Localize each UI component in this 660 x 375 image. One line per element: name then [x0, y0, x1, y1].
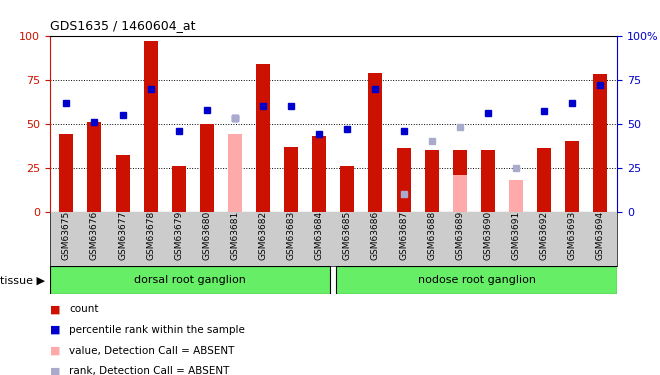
- Bar: [565, 141, 579, 212]
- Bar: [341, 166, 354, 212]
- Bar: [537, 148, 551, 212]
- Text: ■: ■: [50, 346, 60, 355]
- Text: ■: ■: [50, 366, 60, 375]
- Text: value, Detection Call = ABSENT: value, Detection Call = ABSENT: [69, 346, 235, 355]
- Bar: [87, 122, 102, 212]
- Text: dorsal root ganglion: dorsal root ganglion: [134, 275, 246, 285]
- Bar: [144, 41, 158, 212]
- Bar: [284, 147, 298, 212]
- Bar: [424, 150, 439, 212]
- Text: count: count: [69, 304, 99, 314]
- Text: ■: ■: [50, 304, 60, 314]
- Bar: [593, 74, 607, 212]
- Text: GDS1635 / 1460604_at: GDS1635 / 1460604_at: [50, 19, 195, 32]
- Text: percentile rank within the sample: percentile rank within the sample: [69, 325, 245, 335]
- Text: tissue ▶: tissue ▶: [0, 275, 45, 285]
- Bar: [481, 150, 495, 212]
- Bar: [228, 134, 242, 212]
- Bar: [59, 134, 73, 212]
- Text: rank, Detection Call = ABSENT: rank, Detection Call = ABSENT: [69, 366, 230, 375]
- Bar: [509, 180, 523, 212]
- Bar: [368, 73, 383, 212]
- Bar: [172, 166, 185, 212]
- Bar: [115, 156, 129, 212]
- Bar: [50, 266, 331, 294]
- Bar: [312, 136, 326, 212]
- Text: nodose root ganglion: nodose root ganglion: [418, 275, 536, 285]
- Bar: [336, 266, 617, 294]
- Bar: [453, 175, 467, 212]
- Bar: [200, 124, 214, 212]
- Bar: [256, 64, 270, 212]
- Bar: [397, 148, 411, 212]
- Bar: [453, 150, 467, 212]
- Text: ■: ■: [50, 325, 60, 335]
